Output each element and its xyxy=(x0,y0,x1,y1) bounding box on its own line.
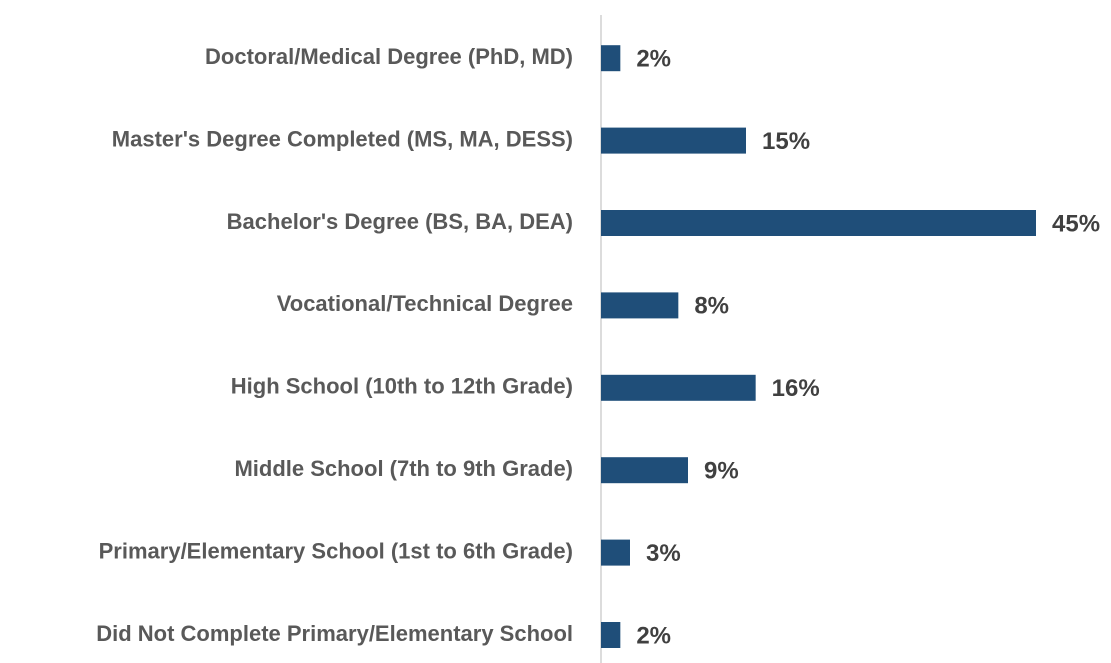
bar xyxy=(601,622,621,648)
bar xyxy=(601,210,1036,236)
bar xyxy=(601,374,756,401)
value-label: 2% xyxy=(636,46,671,73)
category-label: High School (10th to 12th Grade) xyxy=(231,374,573,399)
value-label: 15% xyxy=(762,128,810,155)
bar xyxy=(601,457,688,484)
category-label: Middle School (7th to 9th Grade) xyxy=(234,456,573,481)
bar xyxy=(601,539,630,566)
category-label: Did Not Complete Primary/Elementary Scho… xyxy=(96,621,573,646)
value-label: 3% xyxy=(646,540,681,567)
category-label: Master's Degree Completed (MS, MA, DESS) xyxy=(112,126,573,151)
value-label: 9% xyxy=(704,458,739,485)
category-label: Bachelor's Degree (BS, BA, DEA) xyxy=(227,209,573,234)
bar xyxy=(601,45,621,72)
bar xyxy=(601,127,746,154)
value-label: 16% xyxy=(772,375,820,402)
value-label: 8% xyxy=(694,293,729,320)
category-label: Vocational/Technical Degree xyxy=(277,291,573,316)
category-label: Primary/Elementary School (1st to 6th Gr… xyxy=(99,538,573,563)
value-label: 2% xyxy=(636,622,671,649)
bar xyxy=(601,292,679,319)
category-label: Doctoral/Medical Degree (PhD, MD) xyxy=(205,44,573,69)
value-label: 45% xyxy=(1052,210,1100,237)
